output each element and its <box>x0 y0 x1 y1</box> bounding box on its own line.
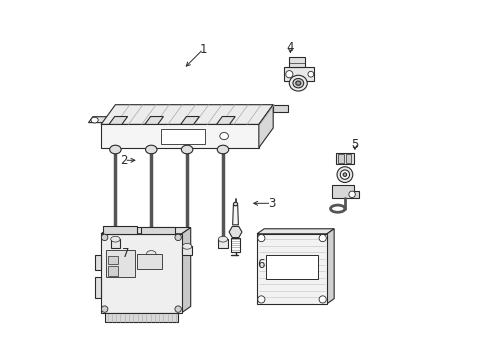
Polygon shape <box>273 105 287 112</box>
Polygon shape <box>326 229 333 304</box>
Ellipse shape <box>292 78 303 88</box>
Ellipse shape <box>101 234 108 240</box>
Ellipse shape <box>101 306 108 312</box>
Ellipse shape <box>218 236 227 242</box>
Text: 3: 3 <box>267 197 275 210</box>
Ellipse shape <box>348 191 355 198</box>
Polygon shape <box>216 117 235 125</box>
Bar <box>345 154 351 163</box>
Polygon shape <box>284 67 314 81</box>
Bar <box>218 239 227 248</box>
Polygon shape <box>232 205 238 225</box>
Polygon shape <box>257 234 326 304</box>
Polygon shape <box>101 234 182 313</box>
Ellipse shape <box>319 234 325 242</box>
Ellipse shape <box>146 251 156 256</box>
Text: 6: 6 <box>256 258 264 271</box>
Polygon shape <box>257 229 333 234</box>
Ellipse shape <box>343 173 346 176</box>
Polygon shape <box>101 105 273 125</box>
Ellipse shape <box>182 243 191 249</box>
Bar <box>338 154 344 163</box>
Ellipse shape <box>109 145 121 154</box>
Polygon shape <box>228 226 242 238</box>
Bar <box>108 266 118 276</box>
Bar <box>182 246 191 255</box>
Polygon shape <box>101 228 190 234</box>
Polygon shape <box>109 117 127 125</box>
Text: 4: 4 <box>286 41 294 54</box>
Bar <box>289 57 305 67</box>
Bar <box>161 129 205 144</box>
Bar <box>104 313 178 321</box>
Ellipse shape <box>257 234 264 242</box>
Bar <box>94 277 101 298</box>
Ellipse shape <box>110 236 120 242</box>
Bar <box>102 226 137 234</box>
Ellipse shape <box>285 71 292 78</box>
Bar <box>108 256 118 264</box>
Bar <box>230 238 240 252</box>
Text: 5: 5 <box>350 138 358 150</box>
Ellipse shape <box>233 202 237 206</box>
Ellipse shape <box>175 306 181 312</box>
Bar <box>137 253 161 269</box>
Ellipse shape <box>217 145 228 154</box>
Polygon shape <box>101 125 258 148</box>
Ellipse shape <box>145 145 157 154</box>
Ellipse shape <box>181 145 192 154</box>
Bar <box>146 253 156 262</box>
Ellipse shape <box>336 167 352 183</box>
Text: 7: 7 <box>122 247 130 260</box>
Polygon shape <box>180 117 199 125</box>
Ellipse shape <box>340 170 349 179</box>
Ellipse shape <box>220 132 228 140</box>
Polygon shape <box>182 228 190 313</box>
Ellipse shape <box>289 75 306 91</box>
Bar <box>110 239 120 248</box>
Ellipse shape <box>307 71 313 77</box>
Bar <box>265 255 317 279</box>
Ellipse shape <box>91 117 98 123</box>
Polygon shape <box>332 185 359 198</box>
Text: 2: 2 <box>121 154 128 167</box>
Ellipse shape <box>319 296 325 303</box>
Bar <box>106 249 134 277</box>
Ellipse shape <box>257 296 264 303</box>
Polygon shape <box>88 117 109 123</box>
Polygon shape <box>258 105 273 148</box>
Bar <box>141 227 175 234</box>
Text: 1: 1 <box>199 42 206 55</box>
Polygon shape <box>144 117 163 125</box>
Bar <box>335 153 353 164</box>
Ellipse shape <box>175 234 181 240</box>
Ellipse shape <box>295 81 300 85</box>
Bar <box>94 255 101 270</box>
